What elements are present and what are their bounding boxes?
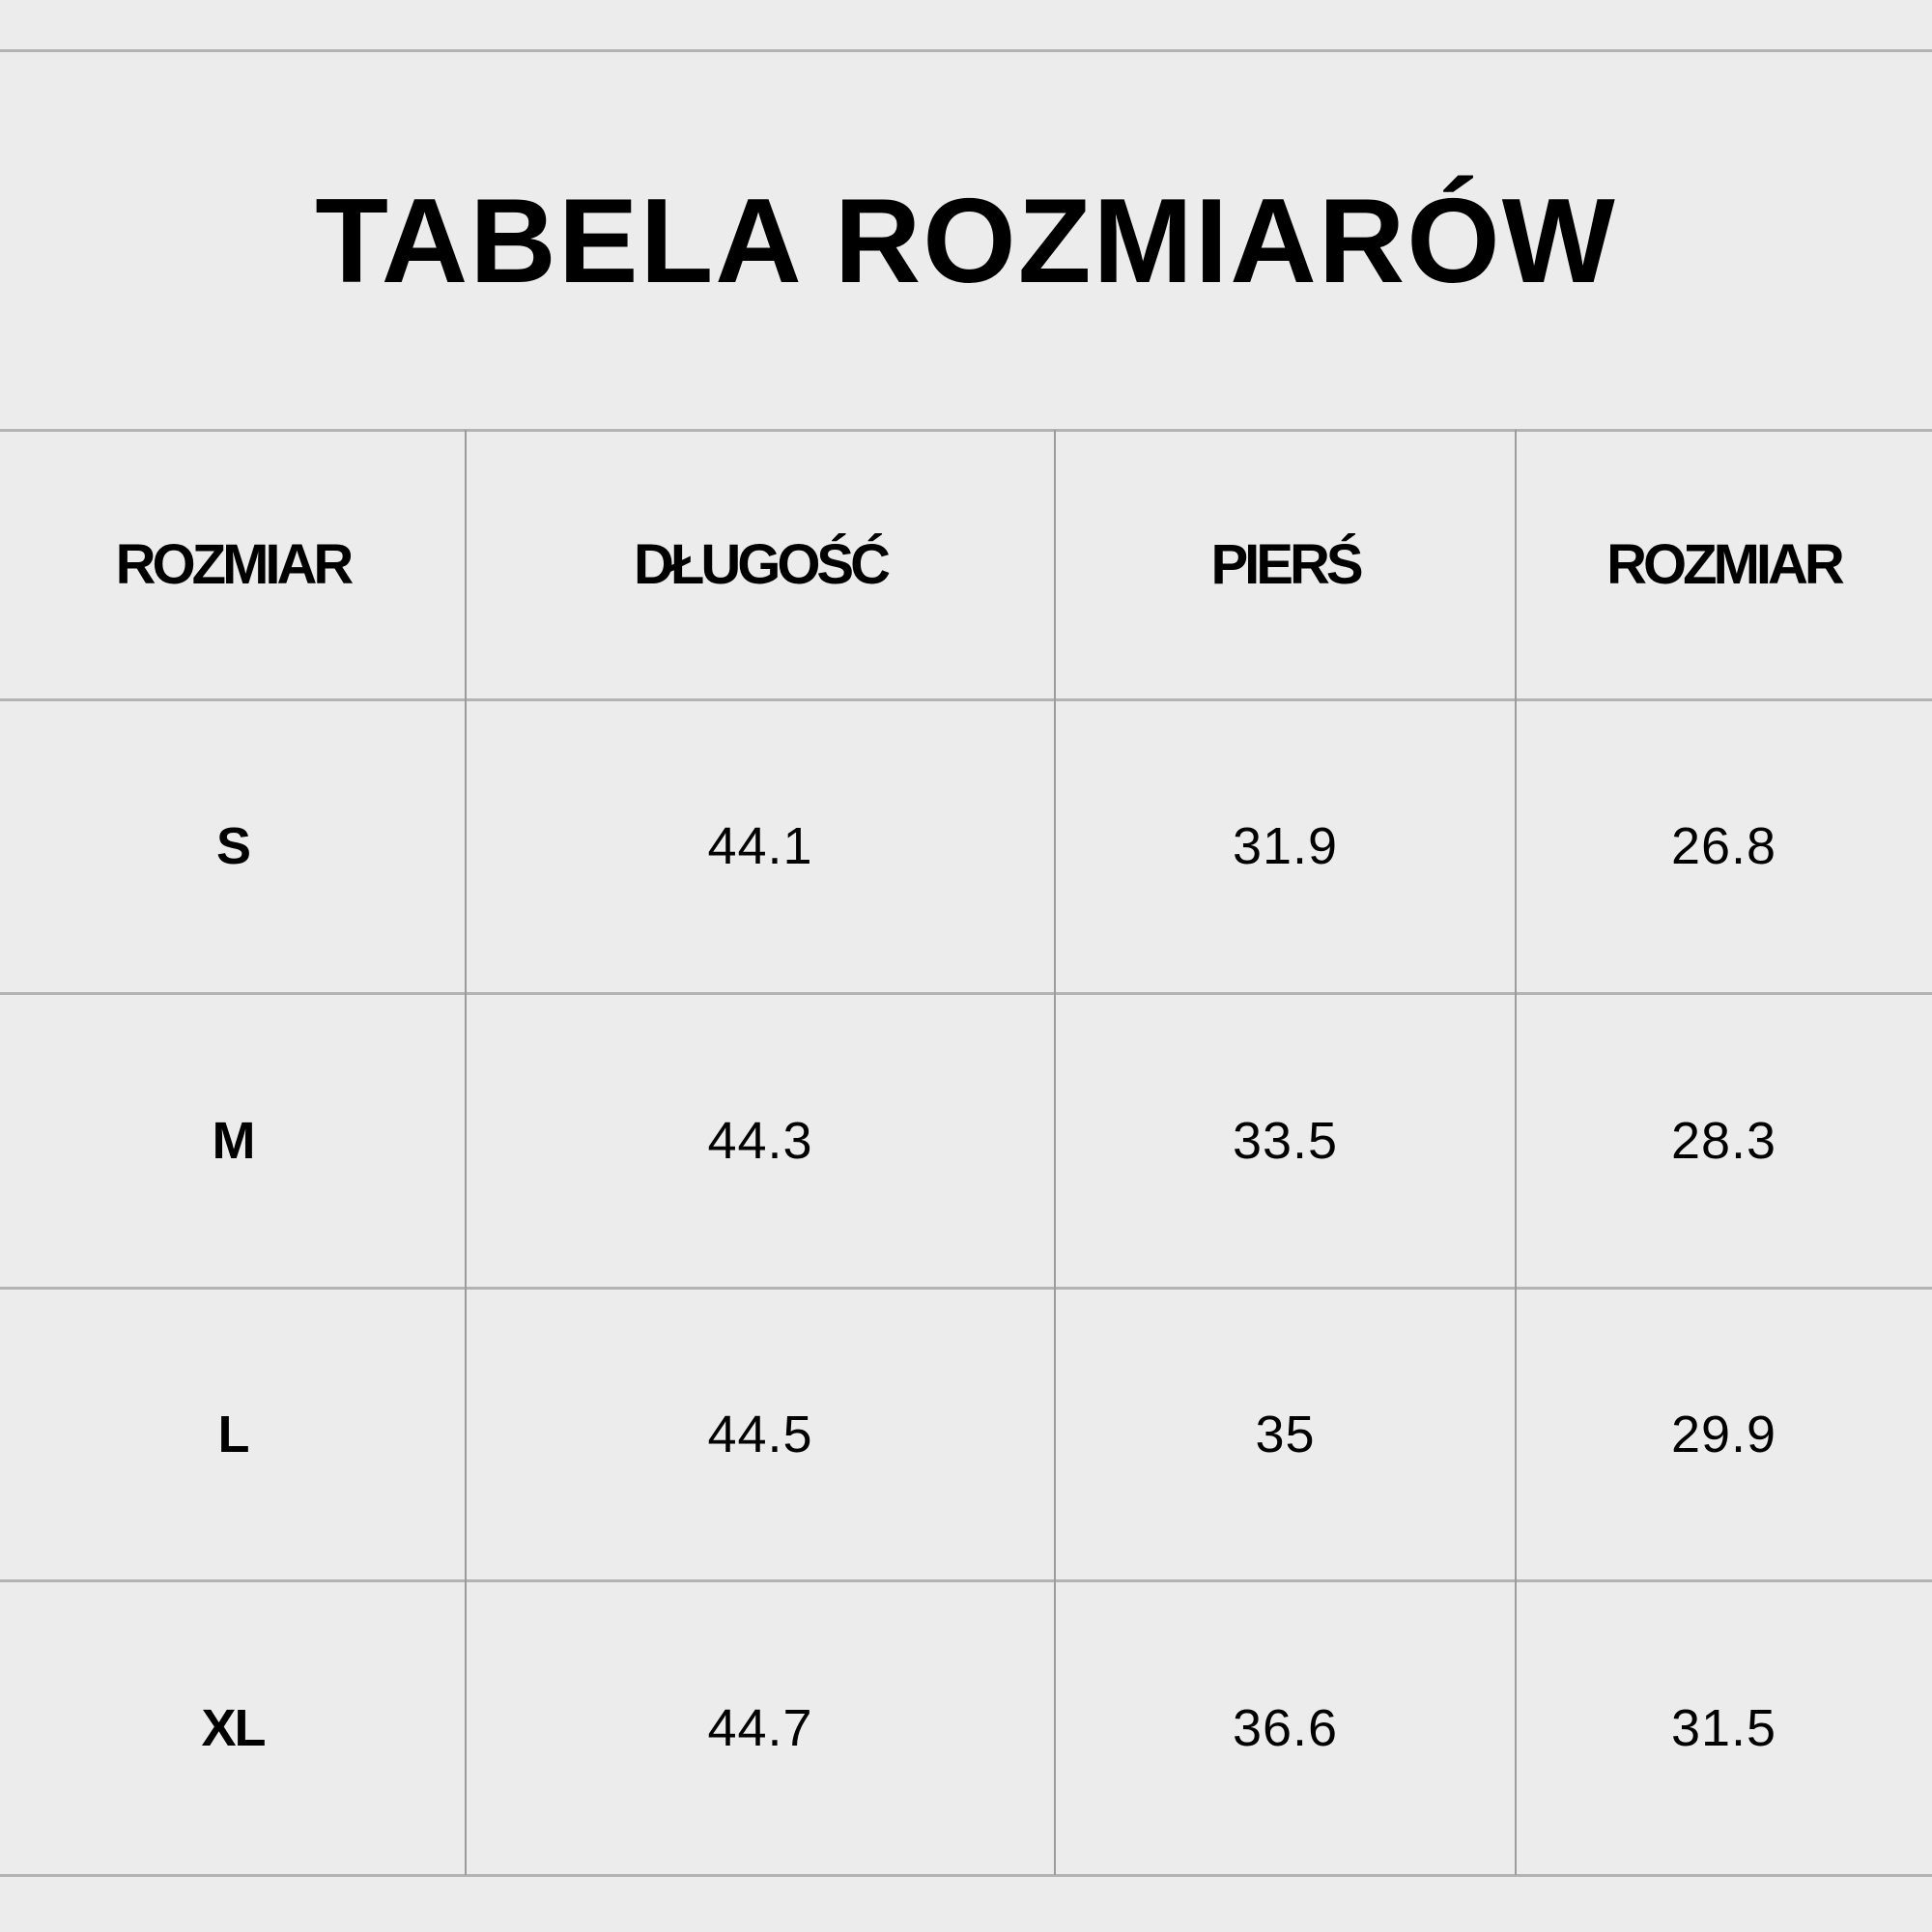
size-label: XL (201, 1698, 266, 1757)
row-divider (0, 698, 1932, 701)
measurement-cell: 44.1 (707, 817, 813, 875)
column-header: DŁUGOŚĆ (634, 533, 891, 596)
column-divider (1515, 430, 1517, 1875)
measurement-cell: 44.3 (707, 1111, 813, 1170)
measurement-cell: 36.6 (1232, 1698, 1339, 1757)
measurement-cell: 26.8 (1670, 817, 1777, 875)
measurement-cell: 44.5 (707, 1405, 813, 1463)
page-title: TABELA ROZMIARÓW (315, 175, 1617, 308)
measurement-cell: 44.7 (707, 1698, 813, 1757)
measurement-cell: 35 (1255, 1405, 1316, 1463)
measurement-cell: 31.5 (1670, 1698, 1777, 1757)
row-divider (0, 1874, 1932, 1877)
column-header: PIERŚ (1210, 533, 1363, 596)
measurement-cell: 28.3 (1670, 1111, 1777, 1170)
size-label: M (212, 1111, 256, 1170)
size-label: L (217, 1405, 250, 1463)
top-divider (0, 49, 1932, 52)
column-divider (465, 430, 467, 1875)
measurement-cell: 33.5 (1232, 1111, 1339, 1170)
column-header: ROZMIAR (1606, 533, 1845, 596)
measurement-cell: 31.9 (1232, 817, 1339, 875)
row-divider (0, 1579, 1932, 1582)
row-divider (0, 429, 1932, 432)
size-label: S (215, 817, 251, 875)
row-divider (0, 1287, 1932, 1290)
column-divider (1054, 430, 1056, 1875)
column-header: ROZMIAR (115, 533, 355, 596)
row-divider (0, 992, 1932, 995)
measurement-cell: 29.9 (1670, 1405, 1777, 1463)
